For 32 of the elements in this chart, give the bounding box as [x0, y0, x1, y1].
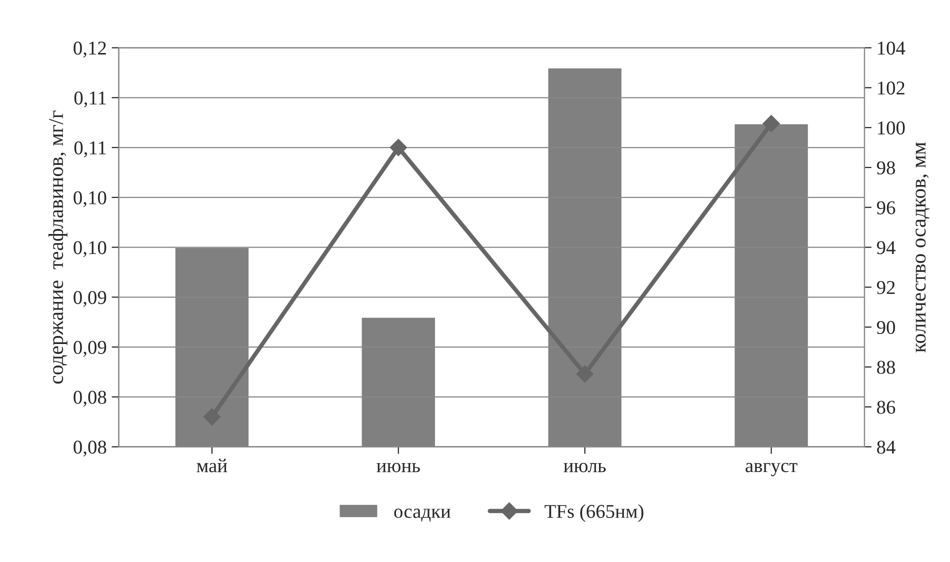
y2-tick-label: 100	[878, 121, 905, 135]
y-tick-label: 0,09	[74, 290, 106, 307]
y2-tick-label: 94	[876, 241, 896, 254]
legend-label: TFs (665нм)	[544, 504, 644, 522]
y2-tick-label: 88	[877, 360, 896, 374]
x-tick-label: июнь	[376, 462, 420, 472]
x-tick-label: август	[746, 462, 798, 476]
point	[762, 115, 780, 132]
y-tick-label: 0,08	[74, 390, 106, 407]
point	[576, 365, 594, 383]
y2-tick-label: 102	[878, 81, 904, 95]
legend-label: осадки	[394, 508, 450, 522]
point	[390, 138, 407, 156]
y-tick-label: 0,09	[74, 340, 106, 357]
y2-tick-label: 86	[877, 400, 896, 414]
point	[203, 408, 221, 426]
y-tick-label: 0,12	[74, 42, 106, 58]
x-tick-label: май	[196, 458, 228, 472]
y2-tick-label: 98	[876, 161, 896, 174]
y-tick-label: 0,11	[74, 91, 106, 108]
y2-axis-title: количество осадков, мм	[916, 142, 930, 352]
y-tick-label: 0,10	[74, 191, 106, 208]
y2-tick-label: 96	[876, 201, 896, 214]
y-tick-label: 0,11	[74, 141, 106, 158]
y-tick-label: 0,08	[74, 440, 106, 457]
y-tick-label: 0,10	[74, 241, 106, 258]
x-tick-label: июль	[564, 462, 606, 472]
y2-tick-label: 104	[878, 42, 906, 55]
y2-tick-label: 92	[876, 281, 895, 294]
y2-tick-label: 84	[877, 440, 896, 454]
y-axis-title: содержание теафлавинов, мг/г	[48, 110, 68, 384]
y2-tick-label: 90	[876, 320, 896, 334]
